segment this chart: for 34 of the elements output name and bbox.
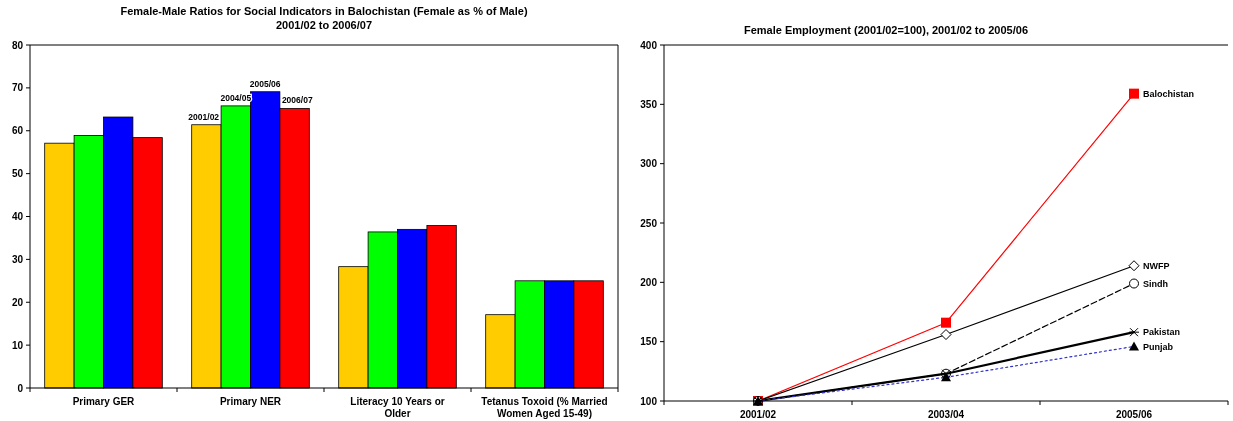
x-tick-label: 2001/02 xyxy=(739,409,777,420)
x-tick-label: Primary NER xyxy=(219,396,282,407)
chart-subtitle: 2001/02 to 2006/07 xyxy=(275,19,373,31)
x-tick-label: Tetanus Toxoid (% Married Women Aged 15-49) xyxy=(481,396,608,419)
series-label: Sindh xyxy=(1143,278,1168,289)
y-tick-label: 350 xyxy=(640,98,658,110)
x-tick-label: Literacy 10 Years or Older xyxy=(350,396,445,419)
series-label: Pakistan xyxy=(1143,327,1181,338)
series-label: 2006/07 xyxy=(281,95,313,106)
y-tick-label: 250 xyxy=(640,217,658,229)
series-label: 2005/06 xyxy=(249,78,281,89)
chart-title: Female Employment (2001/02=100), 2001/02 to 2005/06 xyxy=(743,24,1029,36)
y-tick-label: 0 xyxy=(17,382,24,394)
x-tick-label: Primary GER xyxy=(72,396,136,407)
y-tick-label: 40 xyxy=(11,211,24,222)
y-tick-label: 300 xyxy=(640,158,658,170)
x-tick-label: 2005/06 xyxy=(1115,409,1153,420)
chart-title: Female-Male Ratios for Social Indicators in Balochistan (Female as % of Male) xyxy=(120,5,528,17)
series-label: NWFP xyxy=(1143,260,1170,271)
y-tick-label: 50 xyxy=(11,168,24,180)
series-label: Balochistan xyxy=(1143,88,1195,99)
y-tick-label: 10 xyxy=(11,339,24,351)
series-label: 2001/02 xyxy=(188,111,220,122)
y-tick-label: 200 xyxy=(640,276,658,288)
y-tick-label: 20 xyxy=(11,296,24,308)
y-tick-label: 30 xyxy=(11,253,24,265)
y-tick-label: 400 xyxy=(640,39,658,51)
y-tick-label: 100 xyxy=(640,395,658,407)
y-tick-label: 150 xyxy=(640,336,658,348)
series-label: Punjab xyxy=(1143,341,1174,352)
y-tick-label: 60 xyxy=(11,125,24,137)
y-tick-label: 70 xyxy=(11,82,24,94)
y-tick-label: 80 xyxy=(11,39,24,51)
x-tick-label: 2003/04 xyxy=(927,409,965,420)
